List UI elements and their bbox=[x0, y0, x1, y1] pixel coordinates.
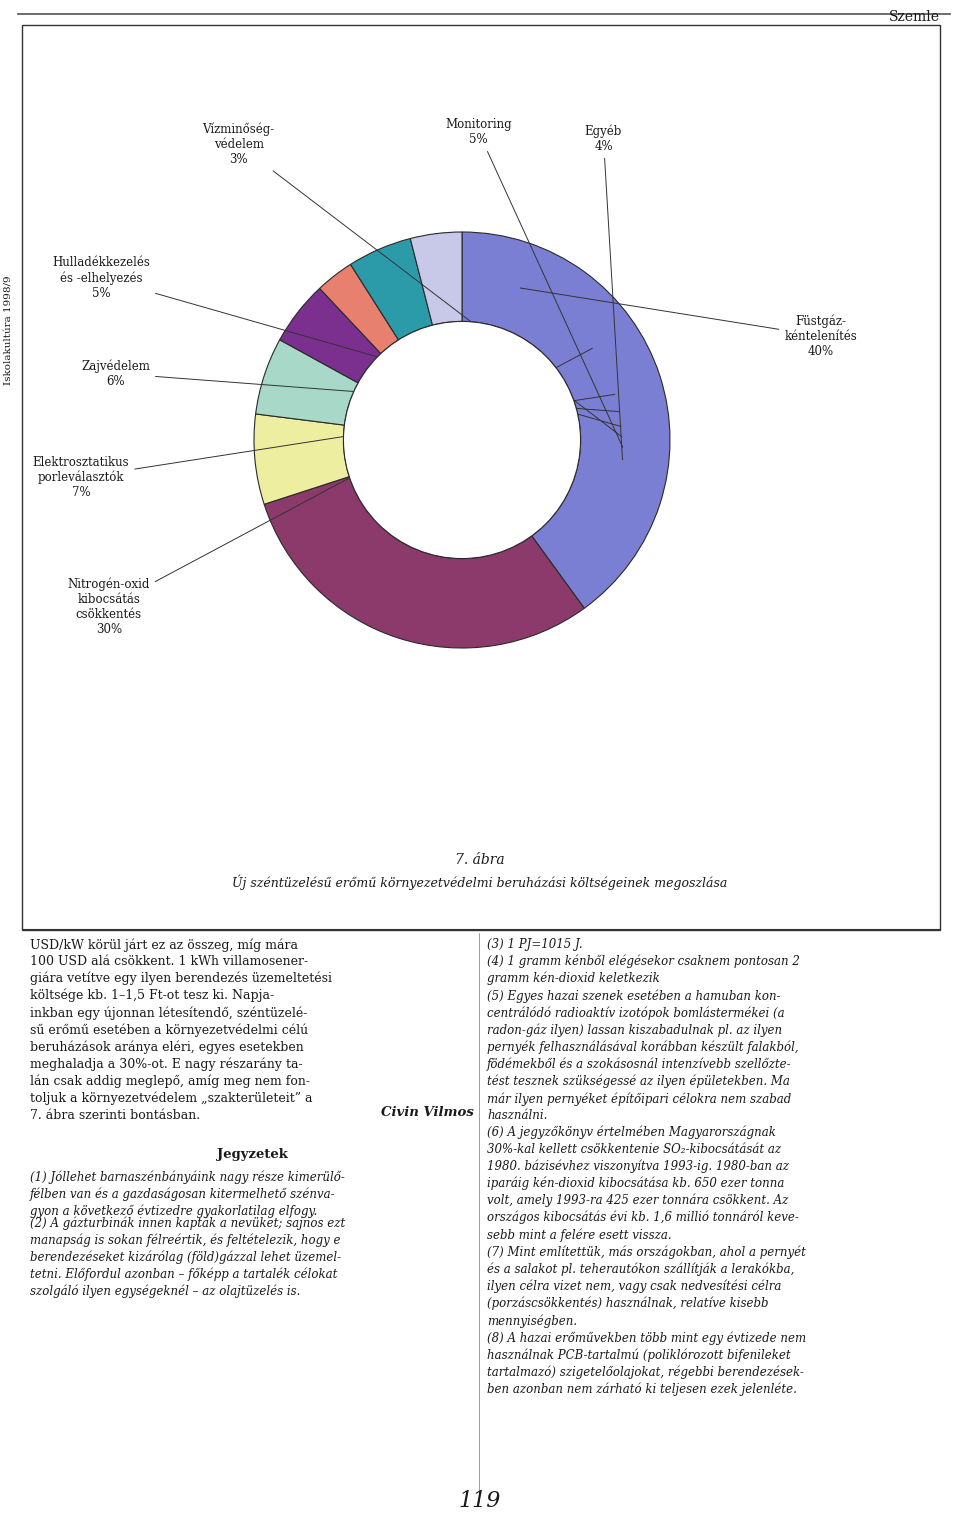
Text: (3) 1 PJ=1015 J.
(4) 1 gramm kénből elégésekor csaknem pontosan 2
gramm kén-diox: (3) 1 PJ=1015 J. (4) 1 gramm kénből elég… bbox=[487, 938, 806, 1397]
Text: Elektrosztatikus
porleválasztók
7%: Elektrosztatikus porleválasztók 7% bbox=[33, 395, 614, 499]
Bar bbox=[22, 24, 940, 930]
Text: Jegyzetek: Jegyzetek bbox=[217, 1148, 287, 1161]
Text: Füstgáz-
kéntelenítés
40%: Füstgáz- kéntelenítés 40% bbox=[520, 288, 857, 358]
Text: Nitrogén-oxid
kibocsátás
csökkentés
30%: Nitrogén-oxid kibocsátás csökkentés 30% bbox=[67, 349, 592, 635]
Circle shape bbox=[344, 321, 581, 558]
Wedge shape bbox=[320, 265, 398, 353]
Text: Vízminőség-
védelem
3%: Vízminőség- védelem 3% bbox=[203, 122, 622, 438]
Text: USD/kW körül járt ez az összeg, míg mára
100 USD alá csökkent. 1 kWh villamosene: USD/kW körül járt ez az összeg, míg mára… bbox=[30, 938, 332, 1121]
Text: (2) A gázturbinák innen kapták a nevüket; sajnos ezt
manapság is sokan félreérti: (2) A gázturbinák innen kapták a nevüket… bbox=[30, 1216, 346, 1297]
Text: 7. ábra: 7. ábra bbox=[455, 854, 505, 868]
Text: Zajvédelem
6%: Zajvédelem 6% bbox=[82, 360, 619, 412]
Wedge shape bbox=[350, 239, 433, 340]
Wedge shape bbox=[462, 233, 670, 609]
Text: Iskolakultúra 1998/9: Iskolakultúra 1998/9 bbox=[5, 275, 13, 386]
Text: Új széntüzelésű erőmű környezetvédelmi beruházási költségeinek megoszlása: Új széntüzelésű erőmű környezetvédelmi b… bbox=[232, 874, 728, 890]
Wedge shape bbox=[410, 233, 462, 326]
Wedge shape bbox=[255, 340, 358, 425]
Text: Hulladékkezelés
és -elhelyezés
5%: Hulladékkezelés és -elhelyezés 5% bbox=[52, 256, 621, 427]
Text: 119: 119 bbox=[459, 1490, 501, 1512]
Text: Civin Vilmos: Civin Vilmos bbox=[381, 1106, 474, 1118]
Text: Egyéb
4%: Egyéb 4% bbox=[585, 124, 622, 461]
Text: Monitoring
5%: Monitoring 5% bbox=[445, 118, 623, 447]
Wedge shape bbox=[264, 477, 585, 649]
Text: (1) Jóllehet barnaszénbányáink nagy része kimerülő-
félben van és a gazdaságosan: (1) Jóllehet barnaszénbányáink nagy rész… bbox=[30, 1170, 345, 1218]
Wedge shape bbox=[279, 288, 381, 382]
Wedge shape bbox=[254, 415, 349, 505]
Text: Szemle: Szemle bbox=[889, 11, 940, 24]
